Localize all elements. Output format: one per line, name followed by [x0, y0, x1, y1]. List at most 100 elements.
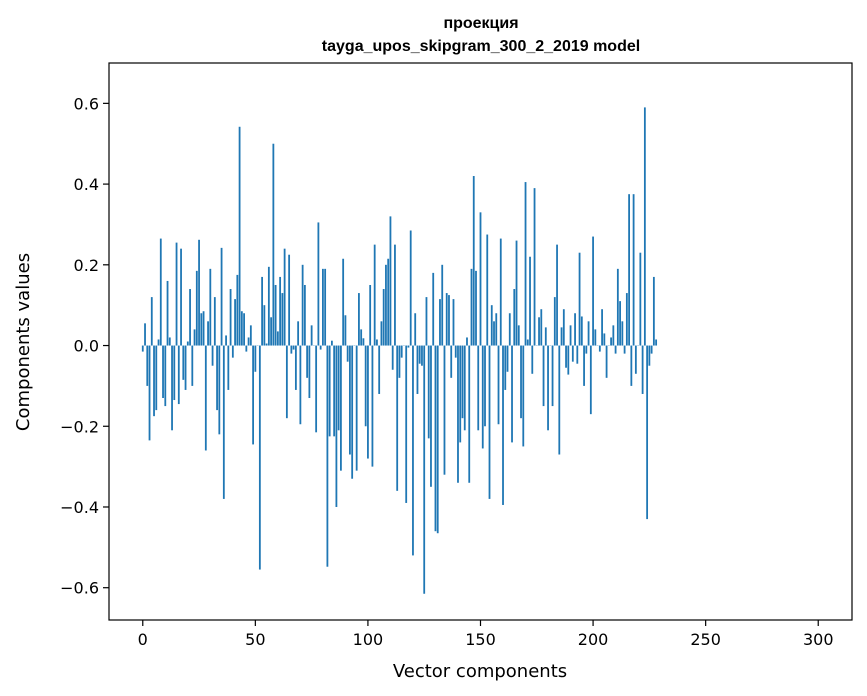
bar — [526, 339, 529, 346]
bar — [382, 289, 385, 346]
bar — [583, 345, 585, 386]
bar — [630, 345, 633, 386]
bar — [180, 248, 182, 346]
bar — [141, 345, 144, 352]
bar — [328, 345, 331, 437]
bar — [520, 345, 522, 419]
bar — [477, 345, 480, 431]
bar — [470, 268, 473, 346]
bar — [463, 345, 466, 431]
bar — [650, 345, 653, 354]
x-tick-label: 200 — [578, 630, 609, 649]
bar — [342, 258, 345, 346]
bar — [394, 244, 396, 346]
bar — [648, 345, 651, 366]
x-tick-label: 100 — [353, 630, 384, 649]
x-tick-label: 250 — [690, 630, 721, 649]
bar — [634, 345, 637, 374]
bar — [173, 345, 176, 401]
bar — [567, 345, 570, 375]
bar — [288, 254, 291, 346]
bar — [531, 345, 534, 374]
bar — [378, 345, 381, 394]
bar — [216, 345, 218, 411]
bar — [333, 345, 336, 437]
bars-group — [141, 107, 658, 594]
bar — [308, 345, 311, 399]
bar — [186, 341, 189, 346]
bar — [274, 284, 277, 346]
bar — [258, 345, 261, 570]
bar — [468, 345, 471, 483]
bar — [164, 345, 167, 407]
bar — [524, 182, 527, 346]
bar — [182, 345, 185, 380]
bar — [556, 244, 558, 346]
bar — [598, 345, 601, 352]
bar — [569, 325, 572, 346]
bar — [265, 343, 268, 346]
bar — [484, 345, 486, 427]
bar — [272, 143, 275, 346]
bar — [522, 345, 525, 447]
y-tick-label: 0.2 — [74, 256, 99, 275]
bar — [191, 345, 194, 386]
bar — [351, 345, 354, 479]
bar — [195, 270, 198, 346]
bar — [601, 309, 603, 346]
x-axis-ticks: 0 50 100 150 200 250 300 — [138, 620, 834, 649]
bar — [571, 345, 574, 362]
bar — [481, 345, 484, 449]
bar — [340, 345, 342, 471]
bar — [285, 345, 288, 419]
bar — [443, 345, 446, 475]
bar — [162, 345, 164, 399]
bar — [414, 313, 417, 346]
bar — [290, 345, 293, 354]
bar — [436, 345, 439, 534]
bar — [204, 345, 207, 451]
bar — [493, 321, 495, 346]
bar — [346, 345, 349, 362]
bar — [153, 345, 155, 417]
bar — [490, 305, 493, 346]
bar — [299, 345, 302, 425]
bar — [416, 345, 419, 394]
bar — [407, 345, 410, 348]
bar — [574, 313, 576, 346]
bar — [207, 321, 209, 346]
bar — [315, 345, 318, 433]
bar — [486, 234, 489, 346]
bar — [421, 345, 423, 366]
bar — [358, 293, 360, 346]
bar — [551, 345, 554, 407]
bar — [238, 126, 241, 346]
bar — [283, 248, 286, 346]
bar — [625, 293, 628, 346]
bar — [218, 345, 221, 435]
bar — [292, 345, 295, 350]
x-axis-label: Vector components — [393, 661, 567, 682]
bar — [317, 222, 320, 346]
bar — [270, 317, 273, 346]
bar — [466, 337, 468, 346]
bar — [542, 345, 545, 407]
bar — [409, 230, 412, 346]
bar — [612, 325, 615, 346]
y-tick-label: 0.0 — [74, 337, 99, 356]
bar — [499, 238, 502, 346]
bar — [373, 244, 376, 346]
bar — [616, 268, 619, 346]
bar — [594, 329, 597, 346]
bar — [639, 252, 642, 346]
bar — [240, 311, 243, 346]
bar — [430, 345, 432, 487]
bar — [254, 345, 257, 372]
bar — [146, 345, 149, 386]
bar — [344, 315, 347, 346]
bar — [592, 236, 594, 346]
bar — [603, 333, 606, 346]
bar — [511, 345, 513, 443]
bar — [337, 345, 340, 431]
bar — [222, 345, 225, 499]
